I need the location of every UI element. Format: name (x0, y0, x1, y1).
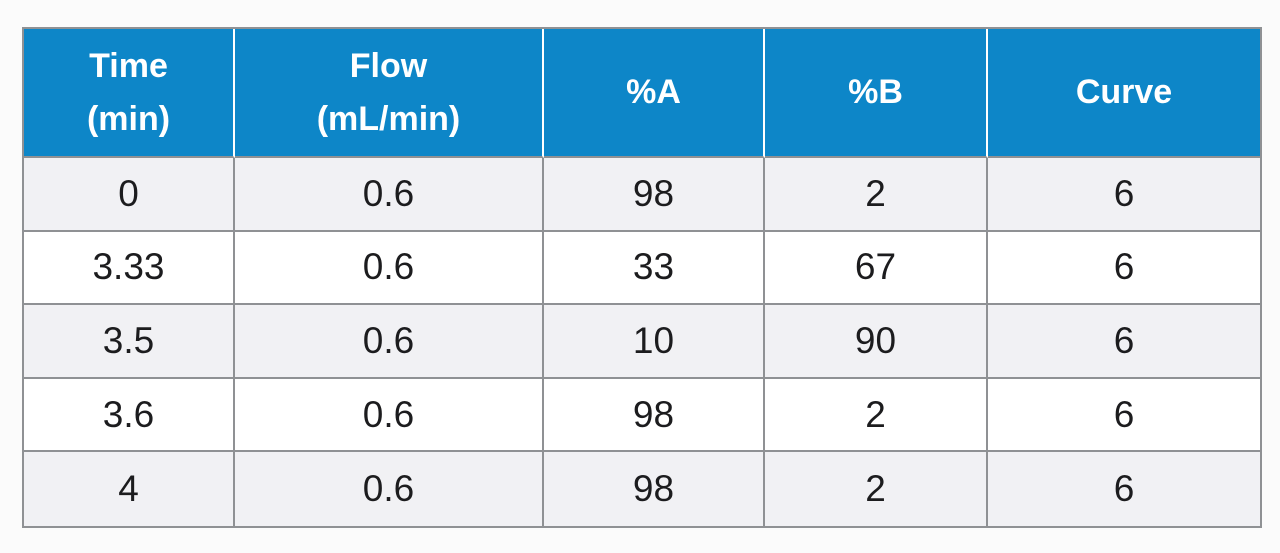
cell-flow: 0.6 (235, 158, 544, 232)
table-row: 3.5 0.6 10 90 6 (24, 305, 1260, 379)
cell-curve: 6 (988, 158, 1260, 232)
table-row: 3.6 0.6 98 2 6 (24, 378, 1260, 453)
header-row: Time (min) Flow (mL/min) %A %B Curve (24, 29, 1260, 158)
cell-time: 3.33 (24, 231, 235, 306)
cell-percent-a: 98 (544, 158, 765, 232)
cell-percent-a: 10 (544, 305, 765, 379)
table-row: 0 0.6 98 2 6 (24, 158, 1260, 232)
header-cell-time: Time (min) (24, 29, 235, 158)
cell-flow: 0.6 (235, 452, 544, 526)
cell-curve: 6 (988, 452, 1260, 526)
cell-percent-a: 33 (544, 231, 765, 306)
table-header: Time (min) Flow (mL/min) %A %B Curve (24, 29, 1260, 158)
cell-percent-a: 98 (544, 378, 765, 453)
header-cell-curve: Curve (988, 29, 1260, 158)
cell-curve: 6 (988, 231, 1260, 306)
cell-percent-b: 90 (765, 305, 988, 379)
cell-time: 3.5 (24, 305, 235, 379)
cell-percent-b: 2 (765, 452, 988, 526)
header-cell-percent-b: %B (765, 29, 988, 158)
cell-curve: 6 (988, 378, 1260, 453)
cell-time: 0 (24, 158, 235, 232)
gradient-method-table: Time (min) Flow (mL/min) %A %B Curve 0 0… (22, 27, 1262, 528)
header-cell-flow: Flow (mL/min) (235, 29, 544, 158)
cell-percent-b: 2 (765, 378, 988, 453)
cell-percent-a: 98 (544, 452, 765, 526)
header-cell-percent-a: %A (544, 29, 765, 158)
cell-percent-b: 67 (765, 231, 988, 306)
cell-flow: 0.6 (235, 378, 544, 453)
cell-curve: 6 (988, 305, 1260, 379)
table-row: 3.33 0.6 33 67 6 (24, 231, 1260, 306)
cell-time: 3.6 (24, 378, 235, 453)
cell-percent-b: 2 (765, 158, 988, 232)
cell-flow: 0.6 (235, 231, 544, 306)
cell-time: 4 (24, 452, 235, 526)
table-row: 4 0.6 98 2 6 (24, 452, 1260, 526)
cell-flow: 0.6 (235, 305, 544, 379)
table-body: 0 0.6 98 2 6 3.33 0.6 33 67 6 3.5 0.6 10… (24, 158, 1260, 526)
